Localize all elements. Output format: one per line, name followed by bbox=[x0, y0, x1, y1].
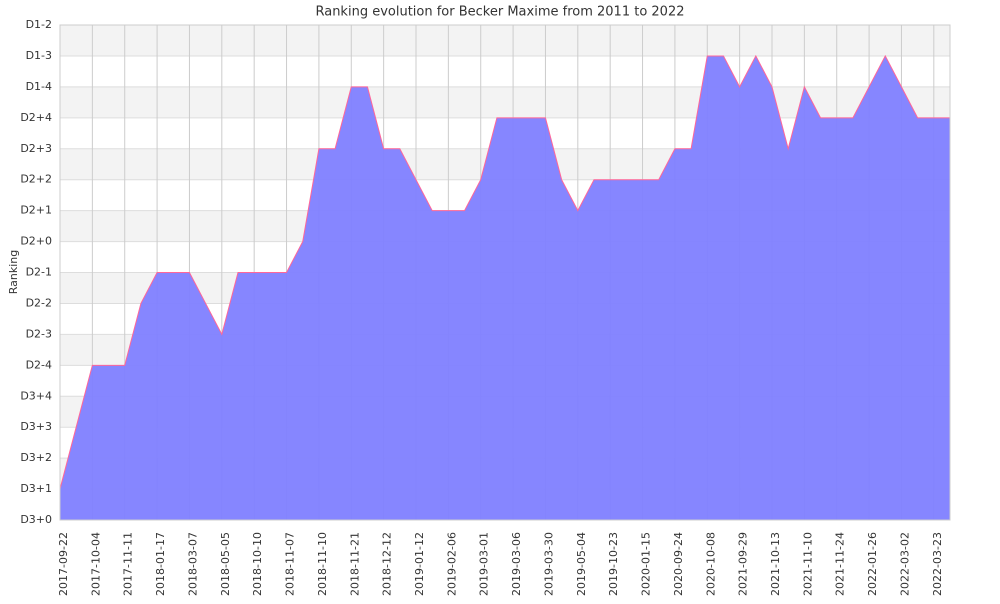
y-tick-label: D2+1 bbox=[20, 204, 52, 217]
y-tick-label: D3+4 bbox=[20, 389, 52, 402]
x-tick-label: 2021-10-13 bbox=[769, 532, 782, 596]
y-tick-label: D3+0 bbox=[20, 513, 52, 526]
y-tick-label: D1-3 bbox=[26, 49, 52, 62]
x-tick-label: 2019-10-23 bbox=[607, 532, 620, 596]
x-tick-label: 2021-11-24 bbox=[834, 532, 847, 596]
y-tick-label: D3+1 bbox=[20, 482, 52, 495]
x-tick-label: 2022-03-23 bbox=[931, 532, 944, 596]
y-tick-label: D2-1 bbox=[26, 266, 52, 279]
y-tick-label: D1-4 bbox=[26, 80, 52, 93]
x-tick-label: 2018-03-07 bbox=[186, 532, 199, 596]
x-tick-label: 2019-01-12 bbox=[413, 532, 426, 596]
y-tick-label: D3+2 bbox=[20, 451, 52, 464]
x-tick-label: 2018-11-07 bbox=[284, 532, 297, 596]
x-tick-label: 2018-10-10 bbox=[251, 532, 264, 596]
y-tick-label: D2-3 bbox=[26, 327, 52, 340]
x-tick-label: 2018-11-10 bbox=[316, 532, 329, 596]
grid-band bbox=[60, 25, 950, 56]
y-tick-label: D2-4 bbox=[26, 358, 52, 371]
x-tick-label: 2017-09-22 bbox=[57, 532, 70, 596]
x-tick-label: 2019-03-06 bbox=[510, 532, 523, 596]
y-tick-label: D2-2 bbox=[26, 296, 52, 309]
x-tick-label: 2017-10-04 bbox=[89, 532, 102, 596]
x-tick-label: 2021-11-10 bbox=[801, 532, 814, 596]
x-tick-label: 2020-10-08 bbox=[704, 532, 717, 596]
x-tick-label: 2022-01-26 bbox=[866, 532, 879, 596]
x-tick-label: 2019-03-30 bbox=[542, 532, 555, 596]
x-tick-label: 2022-03-02 bbox=[898, 532, 911, 596]
x-tick-label: 2020-01-15 bbox=[640, 532, 653, 596]
x-tick-label: 2019-05-04 bbox=[575, 532, 588, 596]
x-tick-label: 2020-09-24 bbox=[672, 532, 685, 596]
x-tick-label: 2021-09-29 bbox=[737, 532, 750, 596]
y-axis-label: Ranking bbox=[7, 250, 20, 295]
line bbox=[59, 54, 950, 490]
y-tick-label: D2+3 bbox=[20, 142, 52, 155]
y-tick-label: D2+4 bbox=[20, 111, 52, 124]
y-tick-label: D1-2 bbox=[26, 18, 52, 31]
x-tick-label: 2018-01-17 bbox=[154, 532, 167, 596]
x-tick-label: 2019-03-01 bbox=[478, 532, 491, 596]
x-tick-label: 2018-12-12 bbox=[381, 532, 394, 596]
y-tick-label: D2+2 bbox=[20, 173, 52, 186]
chart-title: Ranking evolution for Becker Maxime from… bbox=[315, 5, 684, 20]
x-tick-label: 2018-11-21 bbox=[348, 532, 361, 596]
area bbox=[60, 55, 950, 520]
y-tick-label: D3+3 bbox=[20, 420, 52, 433]
plot-border bbox=[59, 24, 951, 521]
x-tick-label: 2018-05-05 bbox=[219, 532, 232, 596]
x-tick-label: 2019-02-06 bbox=[445, 532, 458, 596]
x-tick-label: 2017-11-11 bbox=[122, 532, 135, 596]
y-tick-label: D2+0 bbox=[20, 235, 52, 248]
